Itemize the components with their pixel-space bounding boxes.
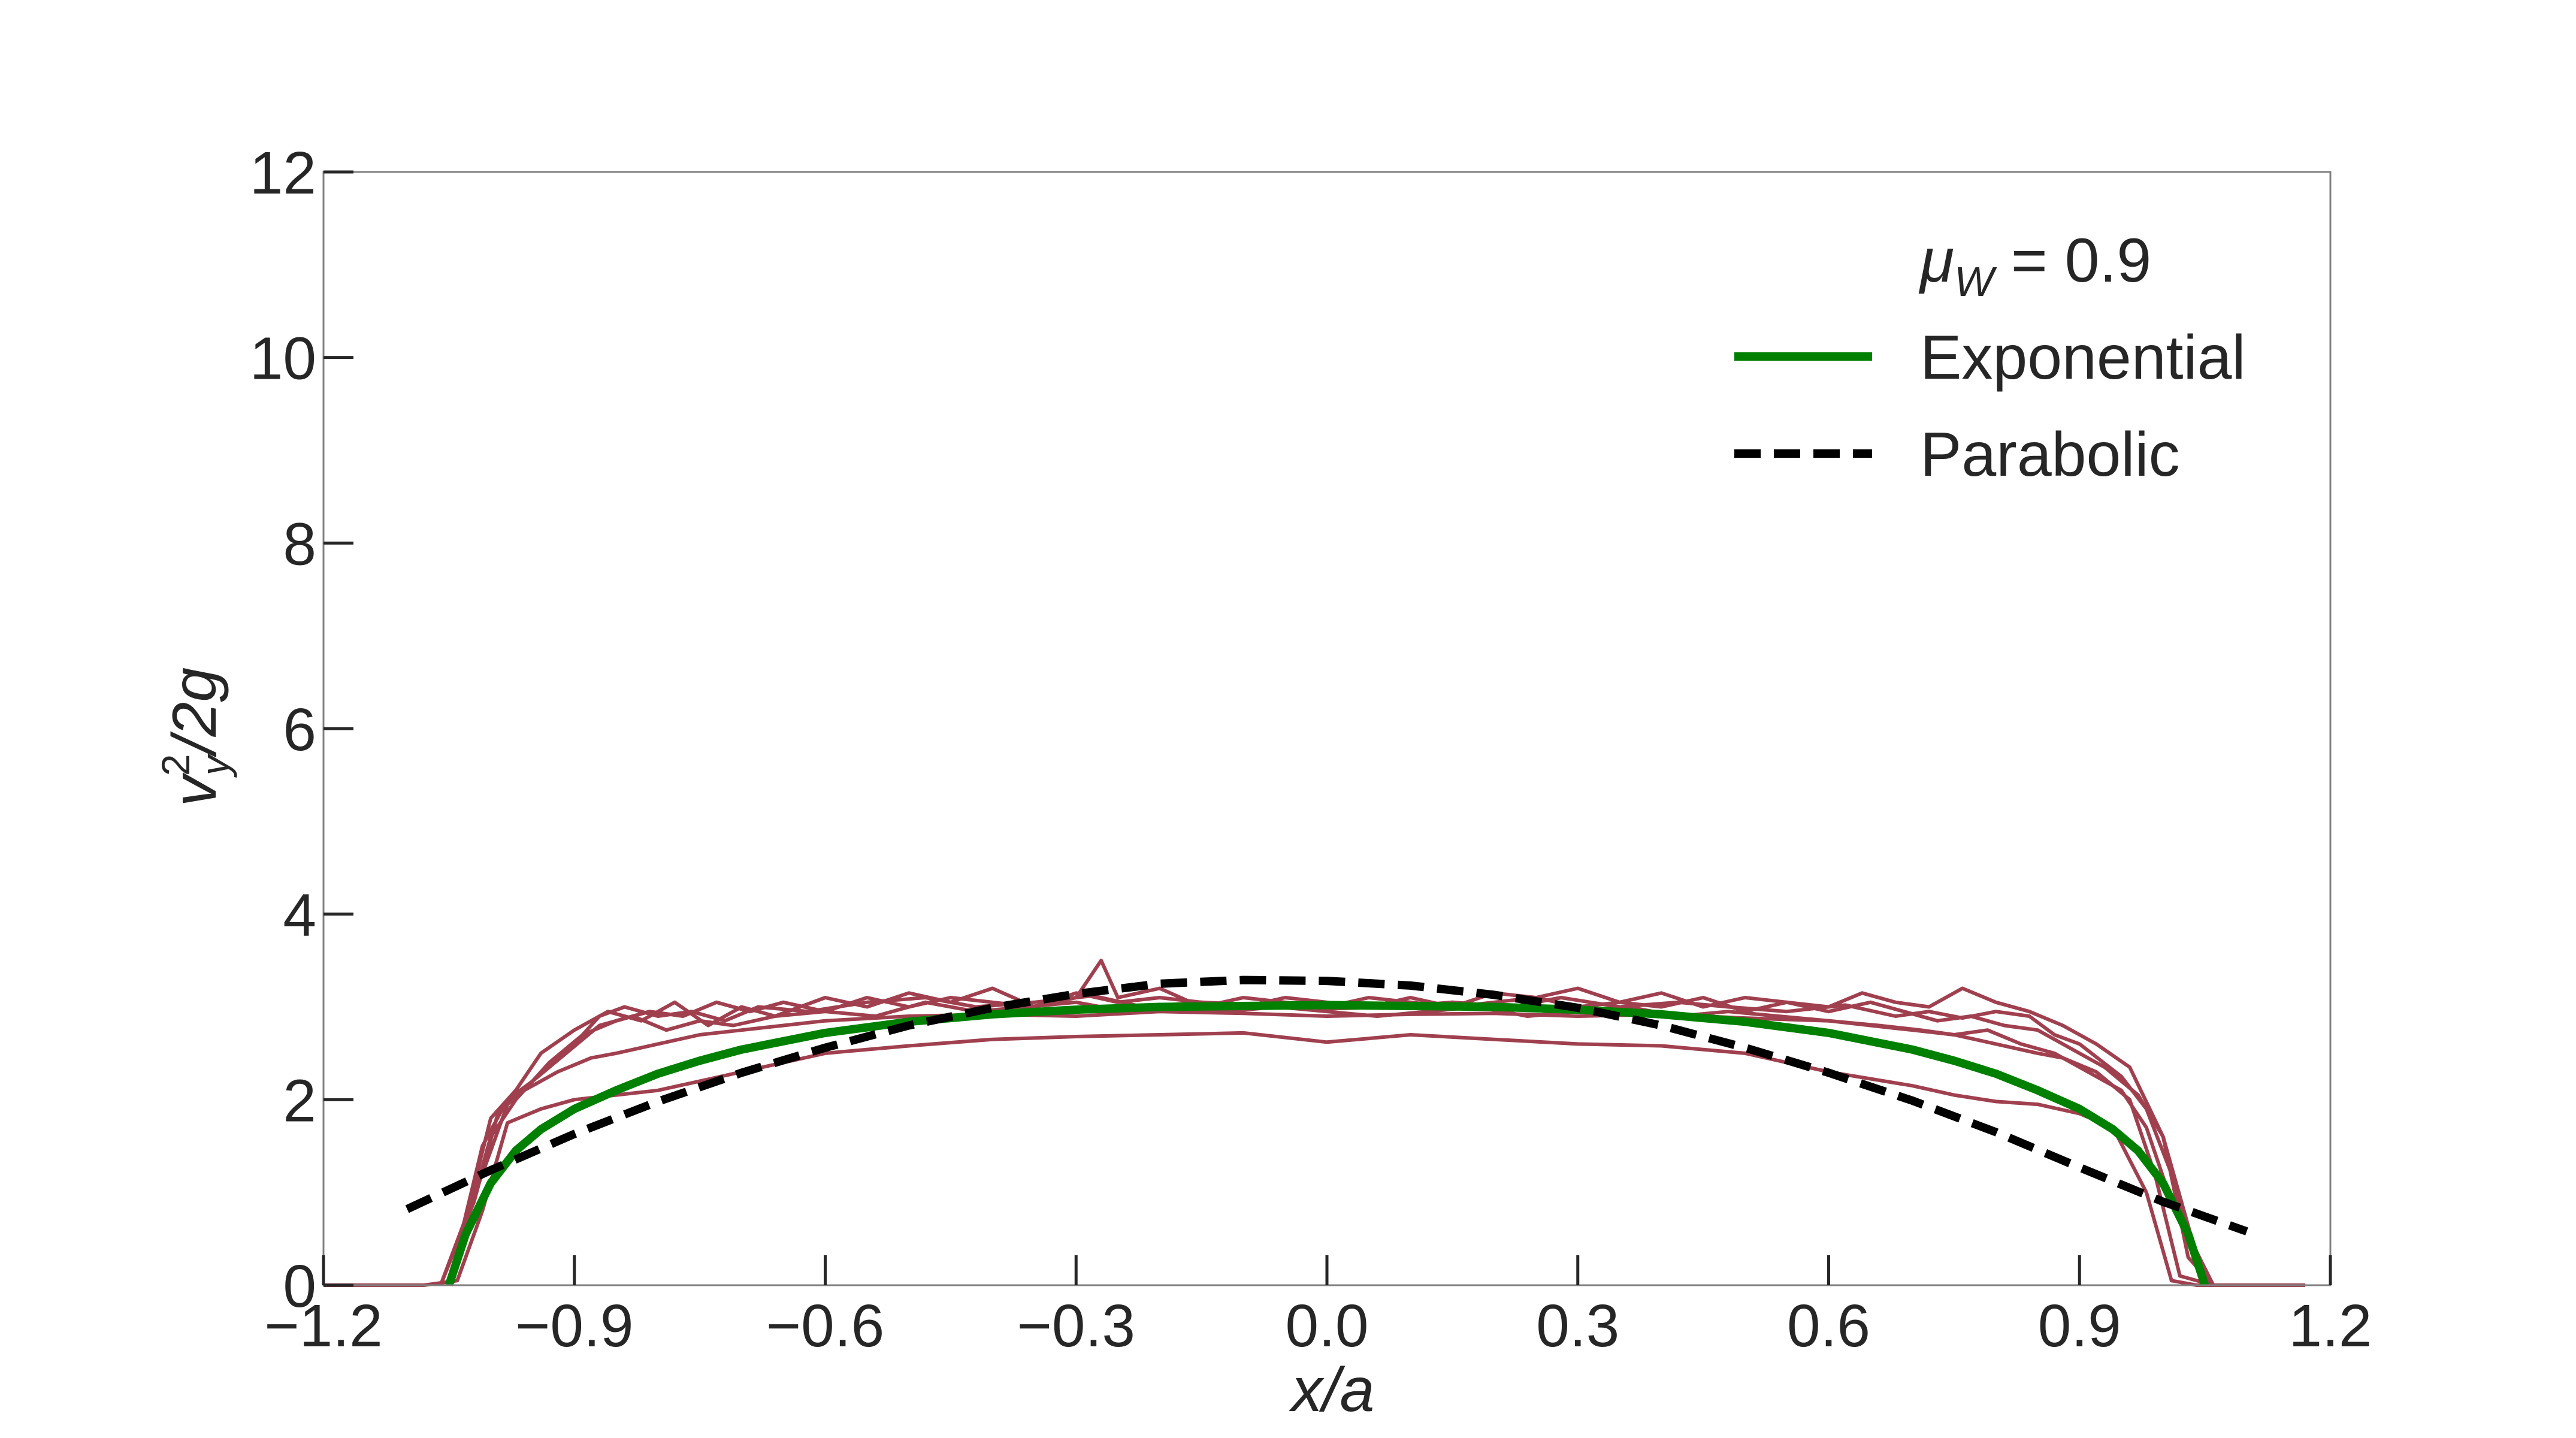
y-tick-label: 12 bbox=[250, 140, 316, 207]
exponential-fit-line bbox=[445, 1001, 2209, 1287]
legend-title: μW = 0.9 bbox=[1918, 226, 2151, 305]
x-tick-label: 0.9 bbox=[2038, 1292, 2121, 1360]
x-tick-label: −0.6 bbox=[766, 1292, 884, 1360]
x-tick-label: 1.2 bbox=[2288, 1292, 2372, 1360]
y-axis-title-subscript: y bbox=[193, 753, 237, 778]
y-tick-label: 6 bbox=[283, 696, 316, 763]
y-axis-title: vy2/2g bbox=[153, 667, 237, 806]
legend-label-parabolic: Parabolic bbox=[1920, 420, 2180, 490]
y-tick-label: 2 bbox=[283, 1067, 316, 1134]
parabolic-fit-line bbox=[405, 975, 2248, 1235]
y-tick-label: 8 bbox=[283, 510, 316, 578]
y-axis-title-v: v bbox=[160, 772, 229, 806]
x-axis-title: x/a bbox=[1289, 1355, 1375, 1425]
legend: μW = 0.9 Exponential Parabolic bbox=[1734, 226, 2246, 490]
x-tick-label: 0.3 bbox=[1536, 1292, 1619, 1360]
legend-title-mu: μ bbox=[1918, 226, 1954, 295]
y-tick-label: 0 bbox=[283, 1253, 316, 1320]
x-tick-label: 0.6 bbox=[1787, 1292, 1870, 1360]
y-tick-label: 10 bbox=[250, 325, 316, 392]
y-axis-title-superscript: 2 bbox=[153, 754, 198, 776]
legend-title-value: = 0.9 bbox=[1994, 226, 2151, 295]
simulation-line-6 bbox=[439, 1000, 2215, 1286]
y-axis-title-rest: /2g bbox=[160, 667, 229, 758]
legend-label-exponential: Exponential bbox=[1920, 323, 2246, 392]
simulation-line-2 bbox=[439, 1010, 2214, 1287]
axes-layer: −1.2 −0.9 −0.6 −0.3 0.0 0.3 0.6 0.9 1.2 0 2 4 6 8 10 12 bbox=[250, 140, 2372, 1360]
x-tick-label: −1.2 bbox=[264, 1292, 382, 1360]
legend-title-subscript: W bbox=[1954, 258, 1997, 305]
x-tick-label: −0.3 bbox=[1017, 1292, 1135, 1360]
x-tick-label: −0.9 bbox=[515, 1292, 633, 1360]
x-tick-label: 0.0 bbox=[1285, 1292, 1368, 1360]
y-tick-label: 4 bbox=[283, 882, 316, 949]
data-layer bbox=[323, 959, 2306, 1287]
